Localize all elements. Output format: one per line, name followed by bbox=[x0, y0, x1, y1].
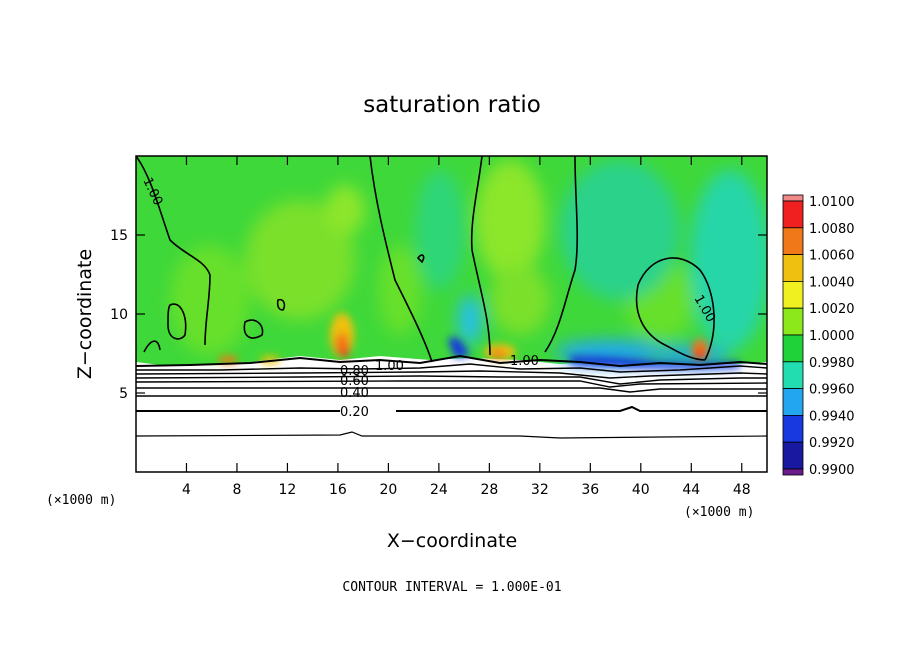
colorbar-cap-bottom bbox=[782, 468, 804, 476]
contours-upper bbox=[136, 156, 715, 363]
colorbar-swatch bbox=[782, 254, 804, 282]
contour-label: 0.60 bbox=[340, 374, 369, 389]
contour-label: 1.00 bbox=[375, 359, 404, 374]
contour-label: 0.80 bbox=[340, 364, 369, 379]
x-tick-label: 4 bbox=[182, 482, 191, 498]
x-axis-label: X−coordinate bbox=[387, 530, 517, 552]
x-tick-label: 40 bbox=[632, 482, 650, 498]
y-tick-label: 5 bbox=[119, 386, 128, 402]
field-texture bbox=[170, 160, 767, 364]
colorbar-swatch bbox=[782, 200, 804, 229]
colorbar-label: 1.0060 bbox=[809, 249, 855, 264]
colorbar-swatch bbox=[782, 307, 804, 336]
colorbar-swatch bbox=[782, 441, 804, 470]
colorbar-label: 0.9940 bbox=[809, 409, 855, 424]
colorbar-swatch bbox=[782, 361, 804, 389]
colorbar: 1.0100 1.0080 1.0060 1.0040 1.0020 1.0000 0.99… bbox=[782, 194, 855, 478]
contour-label: 0.40 bbox=[340, 386, 369, 401]
y-axis-label: Z−coordinate bbox=[74, 249, 96, 379]
plot-area bbox=[136, 156, 767, 472]
colorbar-swatch bbox=[782, 414, 804, 443]
colorbar-swatch bbox=[782, 280, 804, 309]
contour-label: 0.20 bbox=[340, 405, 369, 420]
colorbar-label: 0.9920 bbox=[809, 436, 855, 451]
colorbar-label: 0.9900 bbox=[809, 463, 855, 478]
x-tick-label: 28 bbox=[480, 482, 498, 498]
x-unit-label: (×1000 m) bbox=[684, 505, 754, 520]
contour-label: 1.00 bbox=[510, 354, 539, 369]
colorbar-swatch bbox=[782, 388, 804, 416]
colorbar-label: 0.9960 bbox=[809, 383, 855, 398]
x-tick-label: 20 bbox=[379, 482, 397, 498]
chart-title: saturation ratio bbox=[363, 92, 541, 118]
colorbar-label: 1.0000 bbox=[809, 329, 855, 344]
colorbar-swatch bbox=[782, 334, 804, 363]
contours-lower bbox=[136, 354, 767, 439]
x-tick-label: 8 bbox=[232, 482, 241, 498]
x-axis-ticks: 4 8 12 16 20 24 28 32 36 40 44 48 bbox=[182, 156, 751, 498]
contour-100-loop bbox=[635, 257, 715, 361]
colorbar-swatch bbox=[782, 227, 804, 256]
x-tick-label: 44 bbox=[682, 482, 700, 498]
contour-100-d bbox=[544, 156, 579, 353]
colorbar-label: 0.9980 bbox=[809, 356, 855, 371]
x-tick-label: 32 bbox=[531, 482, 549, 498]
x-tick-label: 16 bbox=[329, 482, 347, 498]
contour-100-b bbox=[369, 156, 433, 363]
colorbar-cap-top bbox=[782, 194, 804, 202]
y-axis-ticks: 5 10 15 bbox=[110, 228, 767, 402]
y-tick-label: 10 bbox=[110, 307, 128, 323]
contour-interval: CONTOUR INTERVAL = 1.000E-01 bbox=[342, 580, 561, 595]
x-tick-label: 36 bbox=[581, 482, 599, 498]
y-tick-label: 15 bbox=[110, 228, 128, 244]
colorbar-label: 1.0080 bbox=[809, 222, 855, 237]
colorbar-label: 1.0020 bbox=[809, 302, 855, 317]
x-tick-label: 48 bbox=[733, 482, 751, 498]
hotspots bbox=[218, 313, 708, 364]
colorbar-label: 1.0040 bbox=[809, 275, 855, 290]
contour-100-a bbox=[136, 156, 211, 346]
colorbar-label: 1.0100 bbox=[809, 195, 855, 210]
contour-100-c bbox=[470, 156, 491, 356]
z-unit-label: (×1000 m) bbox=[46, 493, 116, 508]
x-tick-label: 12 bbox=[279, 482, 297, 498]
x-tick-label: 24 bbox=[430, 482, 448, 498]
